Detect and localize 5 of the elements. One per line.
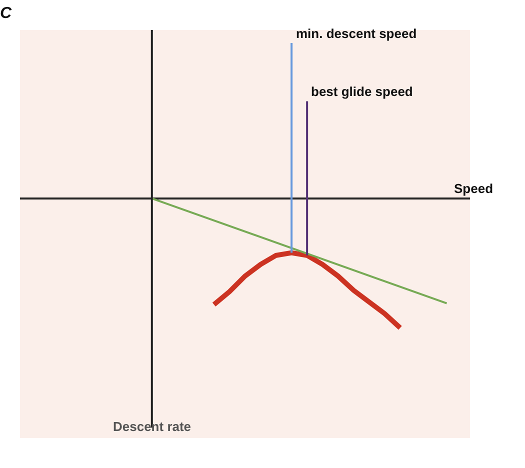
text: Descent rate	[113, 419, 192, 434]
text: best glide speed	[311, 84, 413, 99]
x-axis-title: Speed	[454, 181, 494, 196]
chart-title: C	[0, 5, 12, 22]
text: min. descent speed	[296, 26, 417, 41]
